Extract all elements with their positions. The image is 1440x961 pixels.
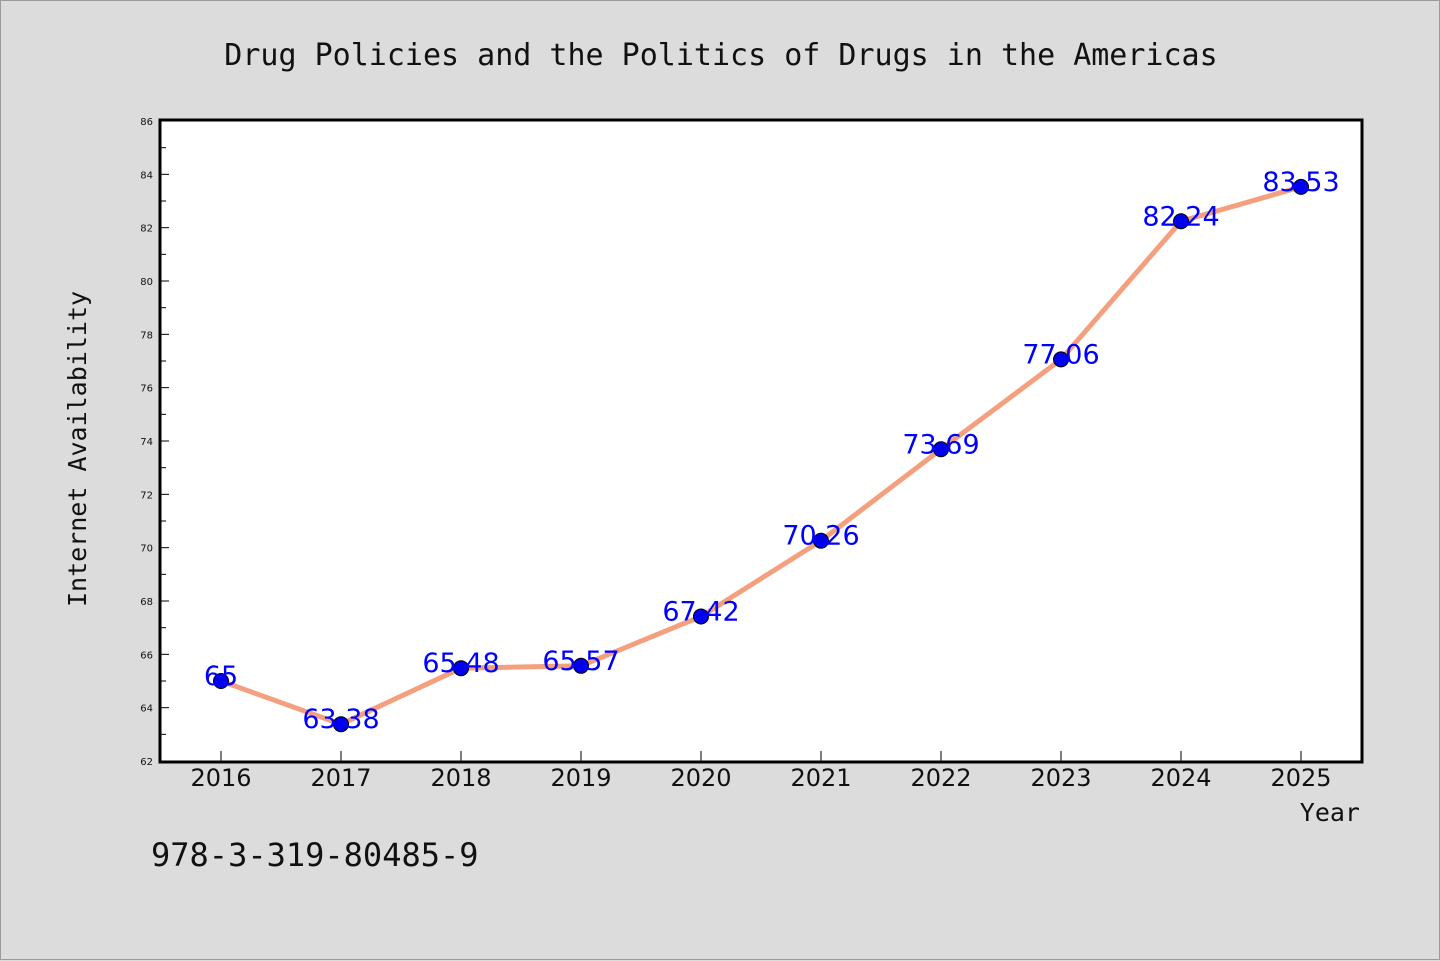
x-tick-label: 2024 <box>1150 764 1211 792</box>
y-axis-label: Internet Availability <box>63 291 92 607</box>
data-point <box>693 608 709 625</box>
data-label: 65 <box>204 661 238 692</box>
y-tick-label: 82 <box>140 224 153 235</box>
data-point <box>333 716 349 733</box>
x-tick-label: 2016 <box>190 764 251 792</box>
x-axis-ticks: 2016 2017 2018 2019 2020 2021 2022 2023 2024 2025 <box>190 751 1332 792</box>
data-point <box>213 673 229 689</box>
x-tick-label: 2022 <box>910 764 971 792</box>
x-axis-label: Year <box>1300 798 1360 827</box>
y-tick-label: 62 <box>140 757 153 768</box>
x-tick-label: 2023 <box>1030 764 1091 792</box>
data-point <box>1173 213 1189 230</box>
data-label: 67.42 <box>662 596 739 627</box>
y-tick-label: 80 <box>140 277 153 288</box>
x-tick-label: 2017 <box>310 764 371 792</box>
plot-area <box>158 118 1364 764</box>
x-tick-label: 2019 <box>550 764 611 792</box>
y-tick-label: 84 <box>140 170 153 181</box>
data-label: 73.69 <box>902 429 979 460</box>
data-point <box>573 657 589 674</box>
y-tick-label: 86 <box>140 117 153 128</box>
chart-title: Drug Policies and the Politics of Drugs … <box>224 38 1217 73</box>
data-label: 63.38 <box>302 704 379 735</box>
y-axis-ticks: 62 64 66 68 70 72 74 76 78 80 82 84 86 <box>140 117 169 768</box>
data-label: 82.24 <box>1142 201 1219 232</box>
x-tick-label: 2021 <box>790 764 851 792</box>
y-tick-label: 78 <box>140 330 153 341</box>
data-point <box>453 660 469 677</box>
y-tick-label: 70 <box>140 544 153 555</box>
y-tick-label: 68 <box>140 597 153 608</box>
y-tick-label: 74 <box>140 437 153 448</box>
x-tick-label: 2020 <box>670 764 731 792</box>
data-label: 70.26 <box>782 521 859 552</box>
x-tick-label: 2025 <box>1270 764 1331 792</box>
data-markers <box>213 178 1309 733</box>
footer-code: 978-3-319-80485-9 <box>151 836 479 874</box>
y-tick-label: 64 <box>140 704 153 715</box>
data-label: 83.53 <box>1262 167 1339 198</box>
y-tick-label: 76 <box>140 384 153 395</box>
data-label: 65.57 <box>542 646 619 677</box>
y-tick-label: 66 <box>140 650 153 661</box>
y-tick-label: 72 <box>140 490 153 501</box>
data-label: 65.48 <box>422 648 499 679</box>
data-label: 77.06 <box>1022 339 1099 370</box>
data-point <box>1053 351 1069 368</box>
data-point <box>933 441 949 458</box>
data-point <box>813 532 829 549</box>
x-tick-label: 2018 <box>430 764 491 792</box>
data-labels: 65 63.38 65.48 65.57 67.42 70.26 73.69 77.06 82.… <box>204 167 1340 735</box>
data-point <box>1293 178 1309 195</box>
series-line <box>218 184 1304 727</box>
